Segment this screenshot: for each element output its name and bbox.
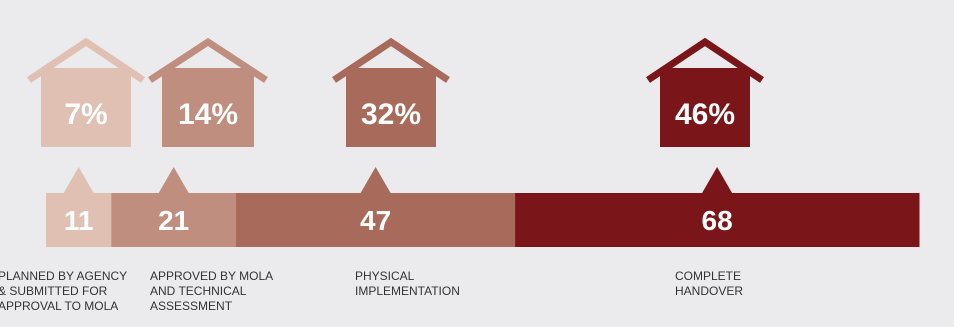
- bar-pointer-3: [360, 167, 391, 193]
- bar-value-label-1: 11: [63, 205, 94, 236]
- house-roof-3: [332, 37, 450, 83]
- house-roof-2: [148, 37, 268, 83]
- house-body-2: [162, 68, 254, 147]
- stage-label-3: PHYSICAL IMPLEMENTATION: [355, 269, 460, 298]
- bar-value-label-3: 47: [360, 205, 392, 236]
- house-body-1: [41, 68, 131, 147]
- bar-pointer-1: [63, 167, 94, 193]
- house-roof-4: [646, 37, 764, 83]
- stage-label-2: APPROVED BY MOLA AND TECHNICAL ASSESSMEN…: [150, 269, 274, 313]
- bar-segment-3: [236, 193, 516, 247]
- bar-segment-1: [46, 193, 112, 247]
- stage-label-4: COMPLETE HANDOVER: [675, 269, 744, 298]
- house-percent-1: 7%: [64, 98, 108, 131]
- stage-label-1: PLANNED BY AGENCY & SUBMITTED FOR APPROV…: [0, 269, 128, 313]
- bar-value-label-2: 21: [158, 205, 190, 236]
- bar-pointer-2: [158, 167, 189, 193]
- house-roof-1: [27, 37, 145, 83]
- house-body-4: [660, 68, 750, 147]
- bar-segment-4: [515, 193, 920, 247]
- house-body-3: [346, 68, 436, 147]
- bar-segment-2: [111, 193, 237, 247]
- house-percent-4: 46%: [674, 98, 736, 131]
- bar-value-label-4: 68: [701, 205, 733, 236]
- bar-pointer-4: [702, 167, 733, 193]
- house-percent-2: 14%: [177, 98, 239, 131]
- house-percent-3: 32%: [360, 98, 422, 131]
